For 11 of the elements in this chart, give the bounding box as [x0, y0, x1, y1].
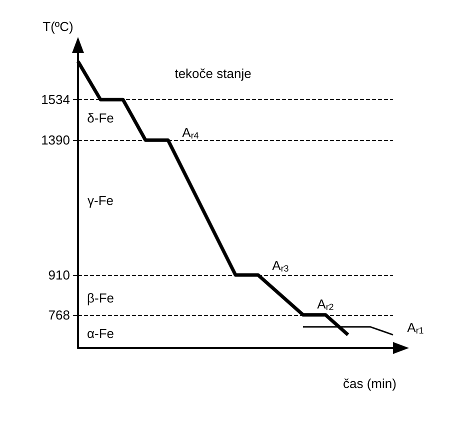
- annotation: γ-Fe: [88, 193, 114, 208]
- annotation: β-Fe: [87, 290, 114, 306]
- x-axis-title: čas (min): [343, 376, 396, 391]
- annotation: δ-Fe: [87, 110, 114, 126]
- y-tick-label: 768: [48, 307, 70, 322]
- y-tick-label: 910: [48, 267, 70, 282]
- y-axis-title: T(ºC): [42, 19, 74, 34]
- annotation: tekoče stanje: [174, 66, 252, 82]
- y-tick-label: 1390: [41, 132, 70, 148]
- y-tick-label: 1534: [41, 92, 70, 108]
- annotation: α-Fe: [86, 326, 114, 341]
